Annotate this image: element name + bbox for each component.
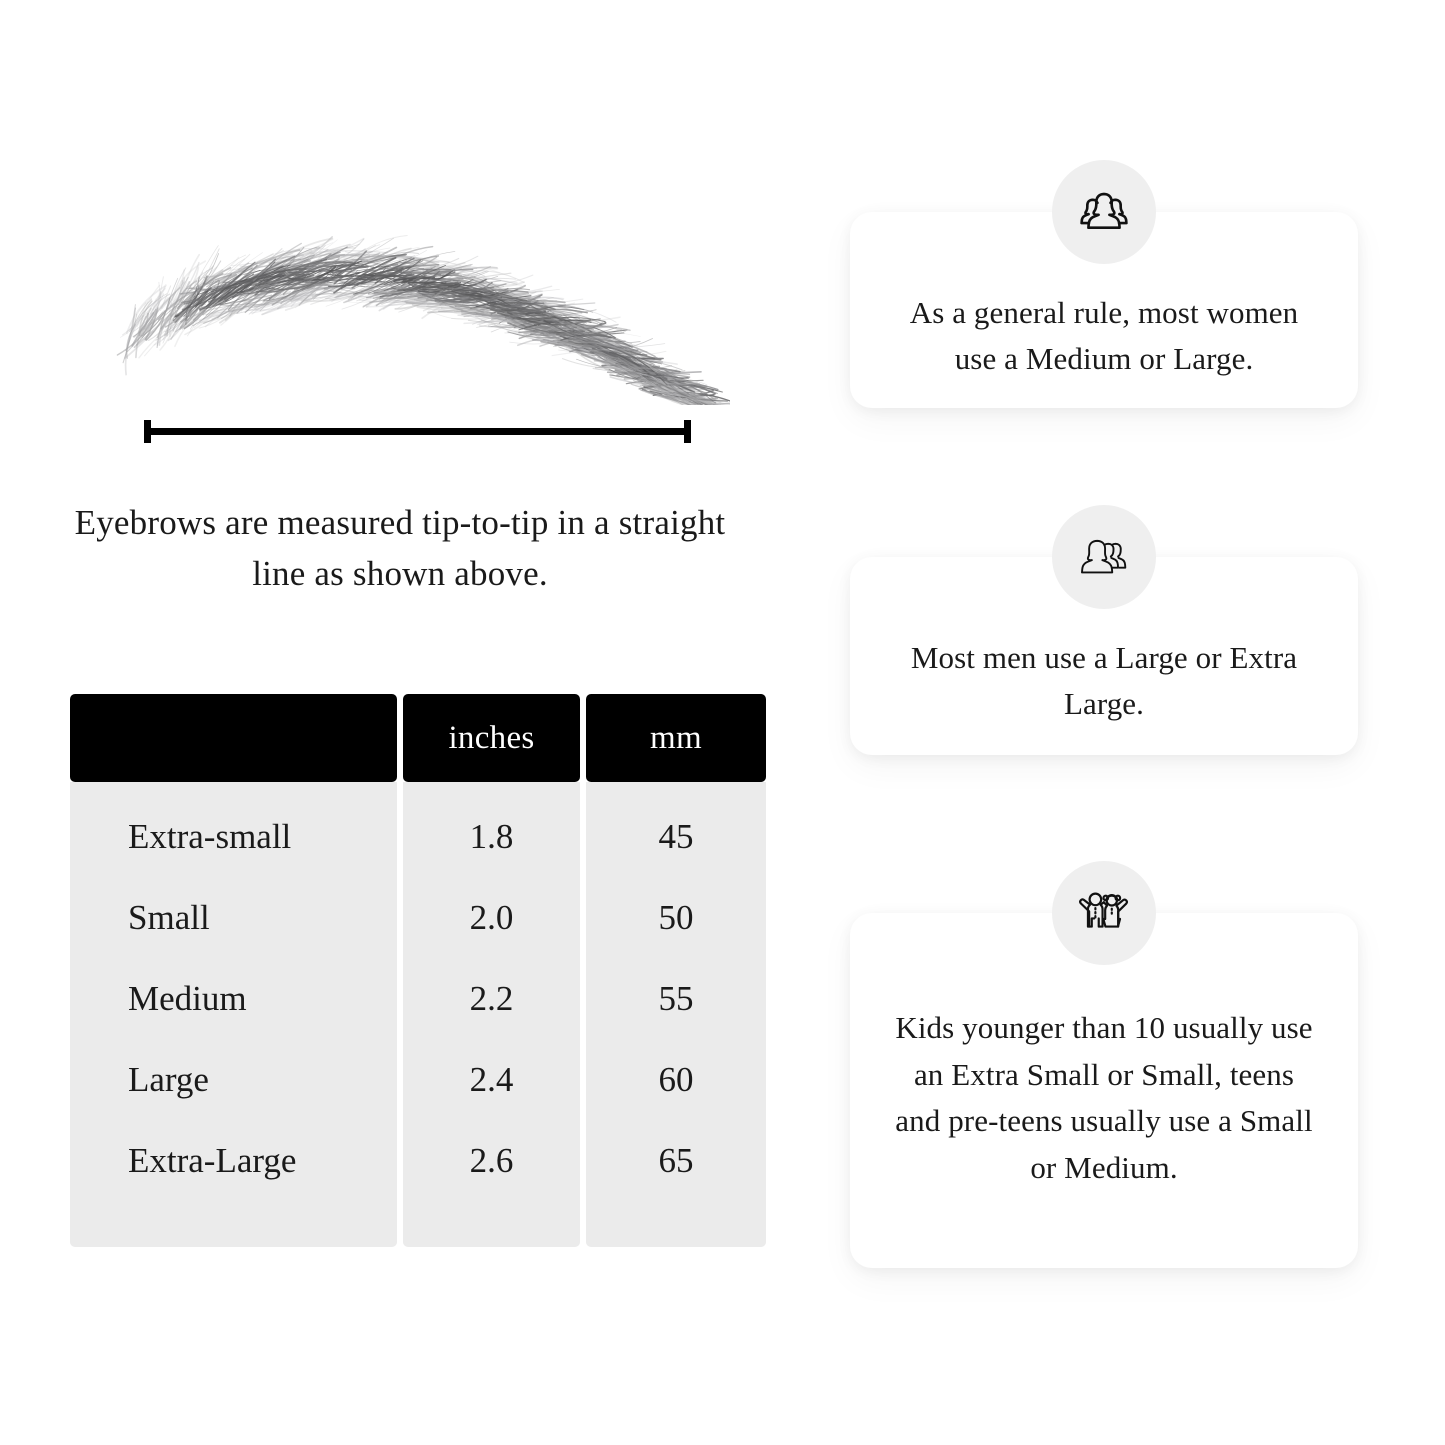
three-men-icon [1052,505,1156,609]
table-header-size [70,694,397,782]
info-card-kids: Kids younger than 10 usually use an Extr… [850,861,1358,1268]
table-column-size: Extra-small Small Medium Large Extra-Lar… [70,782,397,1247]
eyebrow-illustration [110,225,730,405]
table-cell-size: Extra-small [128,816,292,856]
table-column-inches: 1.8 2.0 2.2 2.4 2.6 [403,782,580,1247]
info-card-body: Kids younger than 10 usually use an Extr… [850,913,1358,1268]
table-header-inches: inches [403,694,580,782]
table-cell-inches: 1.8 [469,816,514,856]
measure-cap-left [144,420,151,443]
right-panel: As a general rule, most women use a Medi… [800,0,1445,1445]
table-cell-mm: 60 [658,1059,694,1099]
two-kids-icon [1052,861,1156,965]
table-cell-mm: 65 [658,1140,694,1180]
info-card-text: As a general rule, most women use a Medi… [909,295,1299,376]
table-header-row: inches mm [70,694,766,782]
table-header-mm: mm [586,694,766,782]
table-column-mm: 45 50 55 60 65 [586,782,766,1247]
table-cell-mm: 45 [658,816,694,856]
table-cell-size: Extra-Large [128,1140,297,1180]
size-table: inches mm Extra-small Small Medium Large… [70,694,766,1247]
table-cell-size: Small [128,897,210,937]
info-card-text: Most men use a Large or Extra Large. [910,640,1298,721]
info-card-women: As a general rule, most women use a Medi… [850,160,1358,408]
table-cell-inches: 2.0 [469,897,514,937]
measure-line [147,428,688,435]
measure-cap-right [684,420,691,443]
info-card-men: Most men use a Large or Extra Large. [850,505,1358,755]
left-panel: Eyebrows are measured tip-to-tip in a st… [70,225,766,1247]
table-cell-mm: 55 [658,978,694,1018]
table-cell-inches: 2.6 [469,1140,514,1180]
table-cell-size: Medium [128,978,247,1018]
table-cell-inches: 2.4 [469,1059,514,1099]
eyebrow-caption: Eyebrows are measured tip-to-tip in a st… [74,503,726,593]
table-cell-mm: 50 [658,897,694,937]
table-cell-inches: 2.2 [469,978,514,1018]
info-card-text: Kids younger than 10 usually use an Extr… [895,1010,1313,1185]
measurement-bar [143,418,692,444]
three-women-icon [1052,160,1156,264]
table-body: Extra-small Small Medium Large Extra-Lar… [70,782,766,1247]
table-cell-size: Large [128,1059,209,1099]
